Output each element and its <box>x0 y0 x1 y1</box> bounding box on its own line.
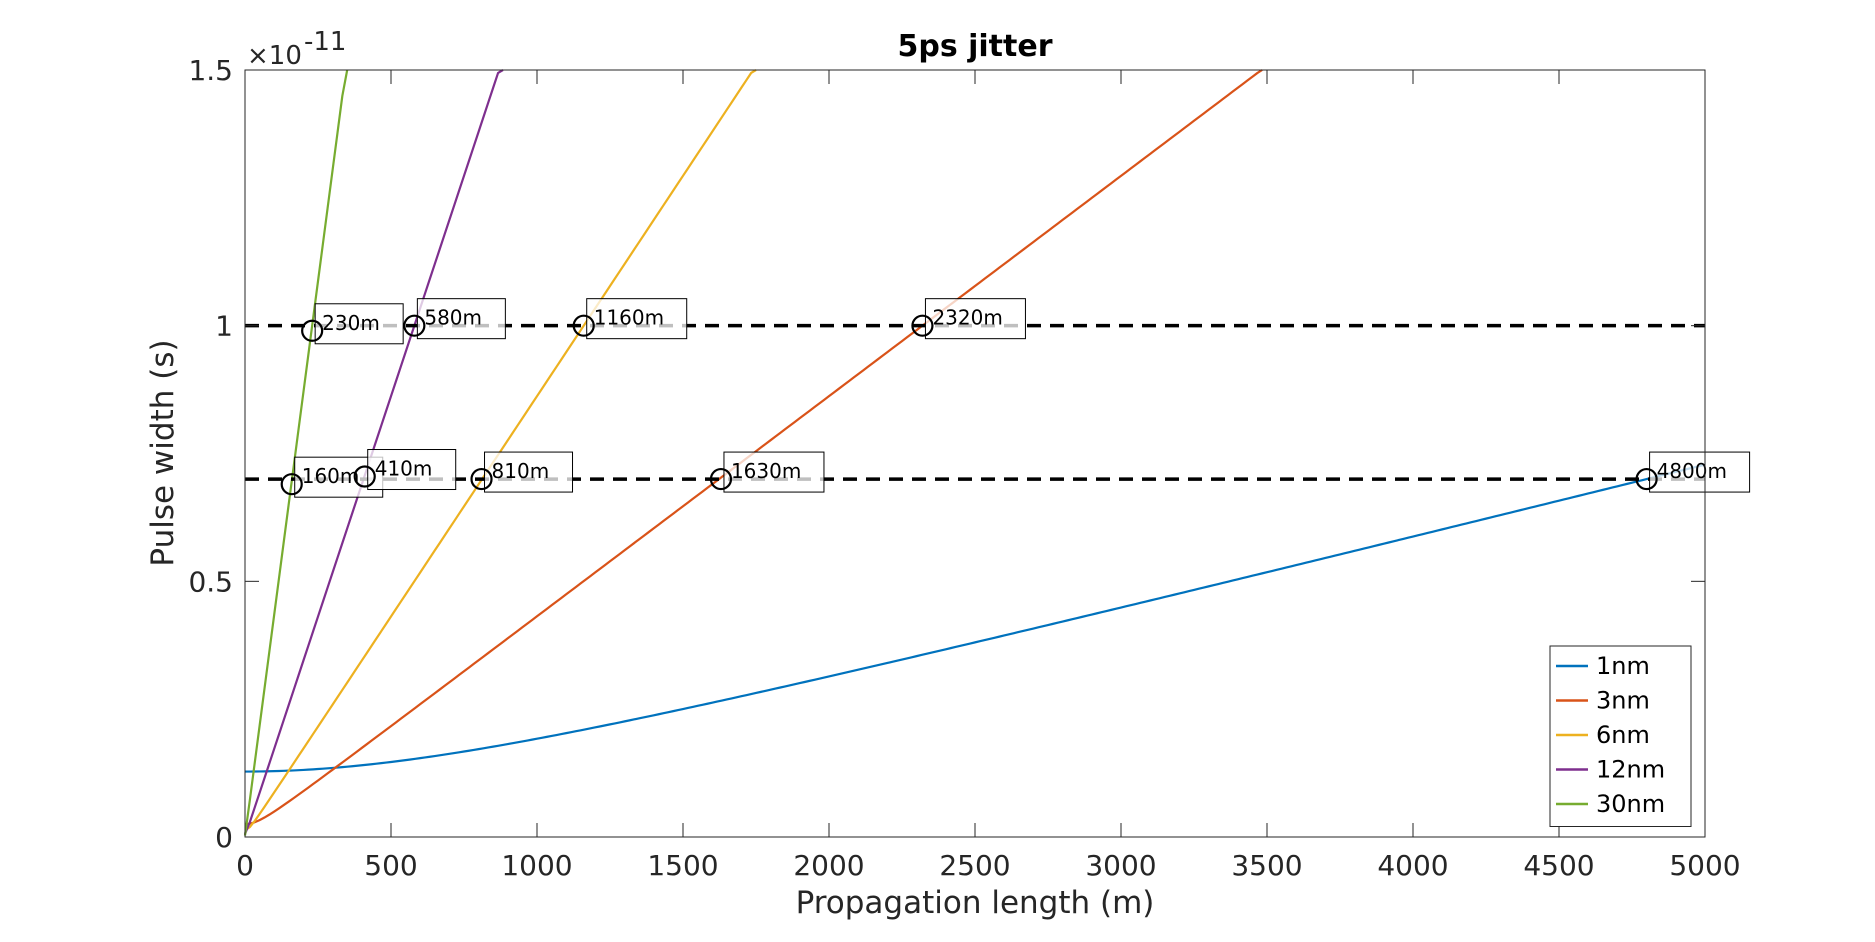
annotation-810m: 810m <box>470 451 574 493</box>
x-tick-label: 500 <box>364 849 417 882</box>
series-line-6nm <box>244 69 757 832</box>
annotation-box <box>314 303 404 345</box>
y-tick-label: 0.5 <box>188 565 233 598</box>
annotation-marker <box>470 467 493 491</box>
annotation-label: 810m <box>492 459 550 483</box>
x-axis-label: Propagation length (m) <box>796 885 1155 921</box>
annotation-1160m: 1160m <box>572 298 688 340</box>
annotation-label: 230m <box>322 311 380 335</box>
annotation-4800m: 4800m <box>1635 451 1751 493</box>
x-tick-label: 1000 <box>501 849 572 882</box>
annotation-2320m: 2320m <box>911 298 1026 340</box>
annotation-box <box>367 449 457 491</box>
x-tick-label: 5000 <box>1669 849 1740 882</box>
annotation-box <box>924 298 1026 340</box>
legend-label: 6nm <box>1596 721 1650 749</box>
x-tick-label: 2500 <box>939 849 1010 882</box>
annotation-marker <box>403 314 426 337</box>
x-tick-label: 0 <box>236 849 254 882</box>
legend-item-6nm: 6nm <box>1556 721 1650 749</box>
x-tick-label: 1500 <box>647 849 718 882</box>
legend: 1nm 3nm 6nm 12nm 30nm <box>1549 645 1692 827</box>
series-line-30nm <box>243 69 349 836</box>
annotation-box <box>416 298 506 340</box>
annotation-1630m: 1630m <box>709 451 825 493</box>
x-tick-label: 4000 <box>1377 849 1448 882</box>
annotation-580m: 580m <box>403 298 506 340</box>
annotation-marker <box>353 465 376 488</box>
annotation-label: 580m <box>424 306 482 330</box>
annotation-410m: 410m <box>353 449 457 491</box>
legend-item-30nm: 30nm <box>1556 790 1665 818</box>
annotation-230m: 230m <box>301 303 404 345</box>
series-line-12nm <box>243 69 504 835</box>
annotation-label: 410m <box>375 457 433 481</box>
plot-area <box>245 70 1705 837</box>
y-tick-label: 1.5 <box>188 54 233 87</box>
legend-item-3nm: 3nm <box>1556 687 1650 715</box>
y-tick-label: 0 <box>215 821 233 854</box>
x-tick-label: 2000 <box>793 849 864 882</box>
annotations: 230m 580m 1160m 2320m 160m 410m 810m 1630m 4800m <box>280 298 1751 498</box>
annotation-box <box>586 298 688 340</box>
x-axis: 0 500 1000 1500 2000 2500 3000 3500 4000 4500 5000 <box>236 70 1741 882</box>
legend-label: 30nm <box>1596 790 1665 818</box>
chart-title: 5ps jitter <box>897 29 1052 64</box>
annotation-label: 1630m <box>731 459 801 483</box>
annotation-marker <box>709 467 733 491</box>
y-axis-label: Pulse width (s) <box>145 339 181 566</box>
x-tick-label: 4500 <box>1523 849 1594 882</box>
annotation-marker <box>280 473 303 496</box>
annotation-marker <box>572 314 595 337</box>
annotation-box <box>1649 451 1751 493</box>
annotation-marker <box>301 319 324 342</box>
annotation-label: 2320m <box>932 306 1002 330</box>
annotation-label: 1160m <box>594 306 664 330</box>
legend-item-1nm: 1nm <box>1556 652 1650 680</box>
annotation-box <box>484 451 574 493</box>
series-line-1nm <box>244 463 1706 773</box>
annotation-marker <box>911 314 934 337</box>
x-tick-label: 3500 <box>1231 849 1302 882</box>
legend-label: 1nm <box>1596 652 1650 680</box>
annotation-label: 160m <box>302 464 360 488</box>
annotation-marker <box>1635 467 1658 491</box>
y-exponent-power: -11 <box>304 27 346 57</box>
y-axis: 0 0.5 1 1.5 <box>188 54 1705 854</box>
legend-label: 12nm <box>1596 756 1665 784</box>
annotation-label: 4800m <box>1657 459 1727 483</box>
legend-label: 3nm <box>1596 687 1650 715</box>
y-exponent-base: ×10 <box>247 41 302 71</box>
x-tick-label: 3000 <box>1085 849 1156 882</box>
y-tick-label: 1 <box>215 310 233 343</box>
annotation-box <box>723 451 825 493</box>
legend-item-12nm: 12nm <box>1556 756 1665 784</box>
